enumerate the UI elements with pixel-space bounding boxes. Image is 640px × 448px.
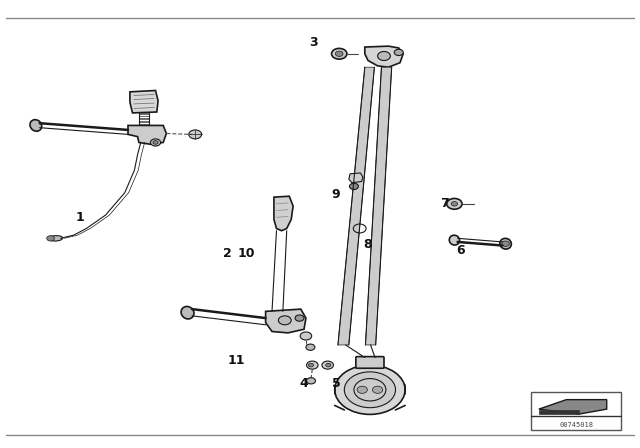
Polygon shape <box>128 125 166 144</box>
Circle shape <box>326 363 331 367</box>
Text: 2: 2 <box>223 246 232 260</box>
Text: 11: 11 <box>228 354 246 367</box>
Circle shape <box>295 315 304 321</box>
Circle shape <box>308 363 314 367</box>
Circle shape <box>344 372 396 408</box>
Text: 9: 9 <box>332 188 340 202</box>
Circle shape <box>451 202 458 206</box>
Text: 6: 6 <box>456 244 465 258</box>
Circle shape <box>300 332 312 340</box>
Polygon shape <box>338 67 374 345</box>
Circle shape <box>378 52 390 60</box>
Circle shape <box>349 183 358 190</box>
Text: 4: 4 <box>300 376 308 390</box>
Text: 1: 1 <box>76 211 84 224</box>
Text: 10: 10 <box>237 246 255 260</box>
Text: 3: 3 <box>309 36 318 49</box>
Text: 8: 8 <box>364 237 372 251</box>
Circle shape <box>189 130 202 139</box>
Polygon shape <box>539 410 579 414</box>
Circle shape <box>307 361 318 369</box>
Circle shape <box>335 51 343 56</box>
Polygon shape <box>365 46 403 67</box>
Circle shape <box>335 365 405 414</box>
Circle shape <box>372 386 383 393</box>
Polygon shape <box>130 90 158 113</box>
Polygon shape <box>539 400 607 414</box>
Circle shape <box>306 344 315 350</box>
Circle shape <box>307 378 316 384</box>
Circle shape <box>150 139 161 146</box>
Circle shape <box>447 198 462 209</box>
Bar <box>531 392 621 430</box>
Polygon shape <box>274 196 293 231</box>
Polygon shape <box>365 67 392 345</box>
Ellipse shape <box>181 306 194 319</box>
Ellipse shape <box>449 235 460 245</box>
Ellipse shape <box>500 238 511 249</box>
Ellipse shape <box>49 236 63 241</box>
Circle shape <box>332 48 347 59</box>
Polygon shape <box>349 173 363 183</box>
Circle shape <box>47 236 54 241</box>
Circle shape <box>394 49 403 56</box>
FancyBboxPatch shape <box>356 357 384 368</box>
Circle shape <box>502 241 509 246</box>
Text: 00745018: 00745018 <box>559 422 593 428</box>
Circle shape <box>278 316 291 325</box>
Polygon shape <box>266 309 306 333</box>
Text: 7: 7 <box>440 197 449 211</box>
Circle shape <box>153 141 158 144</box>
Circle shape <box>322 361 333 369</box>
Text: 5: 5 <box>332 376 340 390</box>
Ellipse shape <box>30 120 42 131</box>
Circle shape <box>357 386 367 393</box>
